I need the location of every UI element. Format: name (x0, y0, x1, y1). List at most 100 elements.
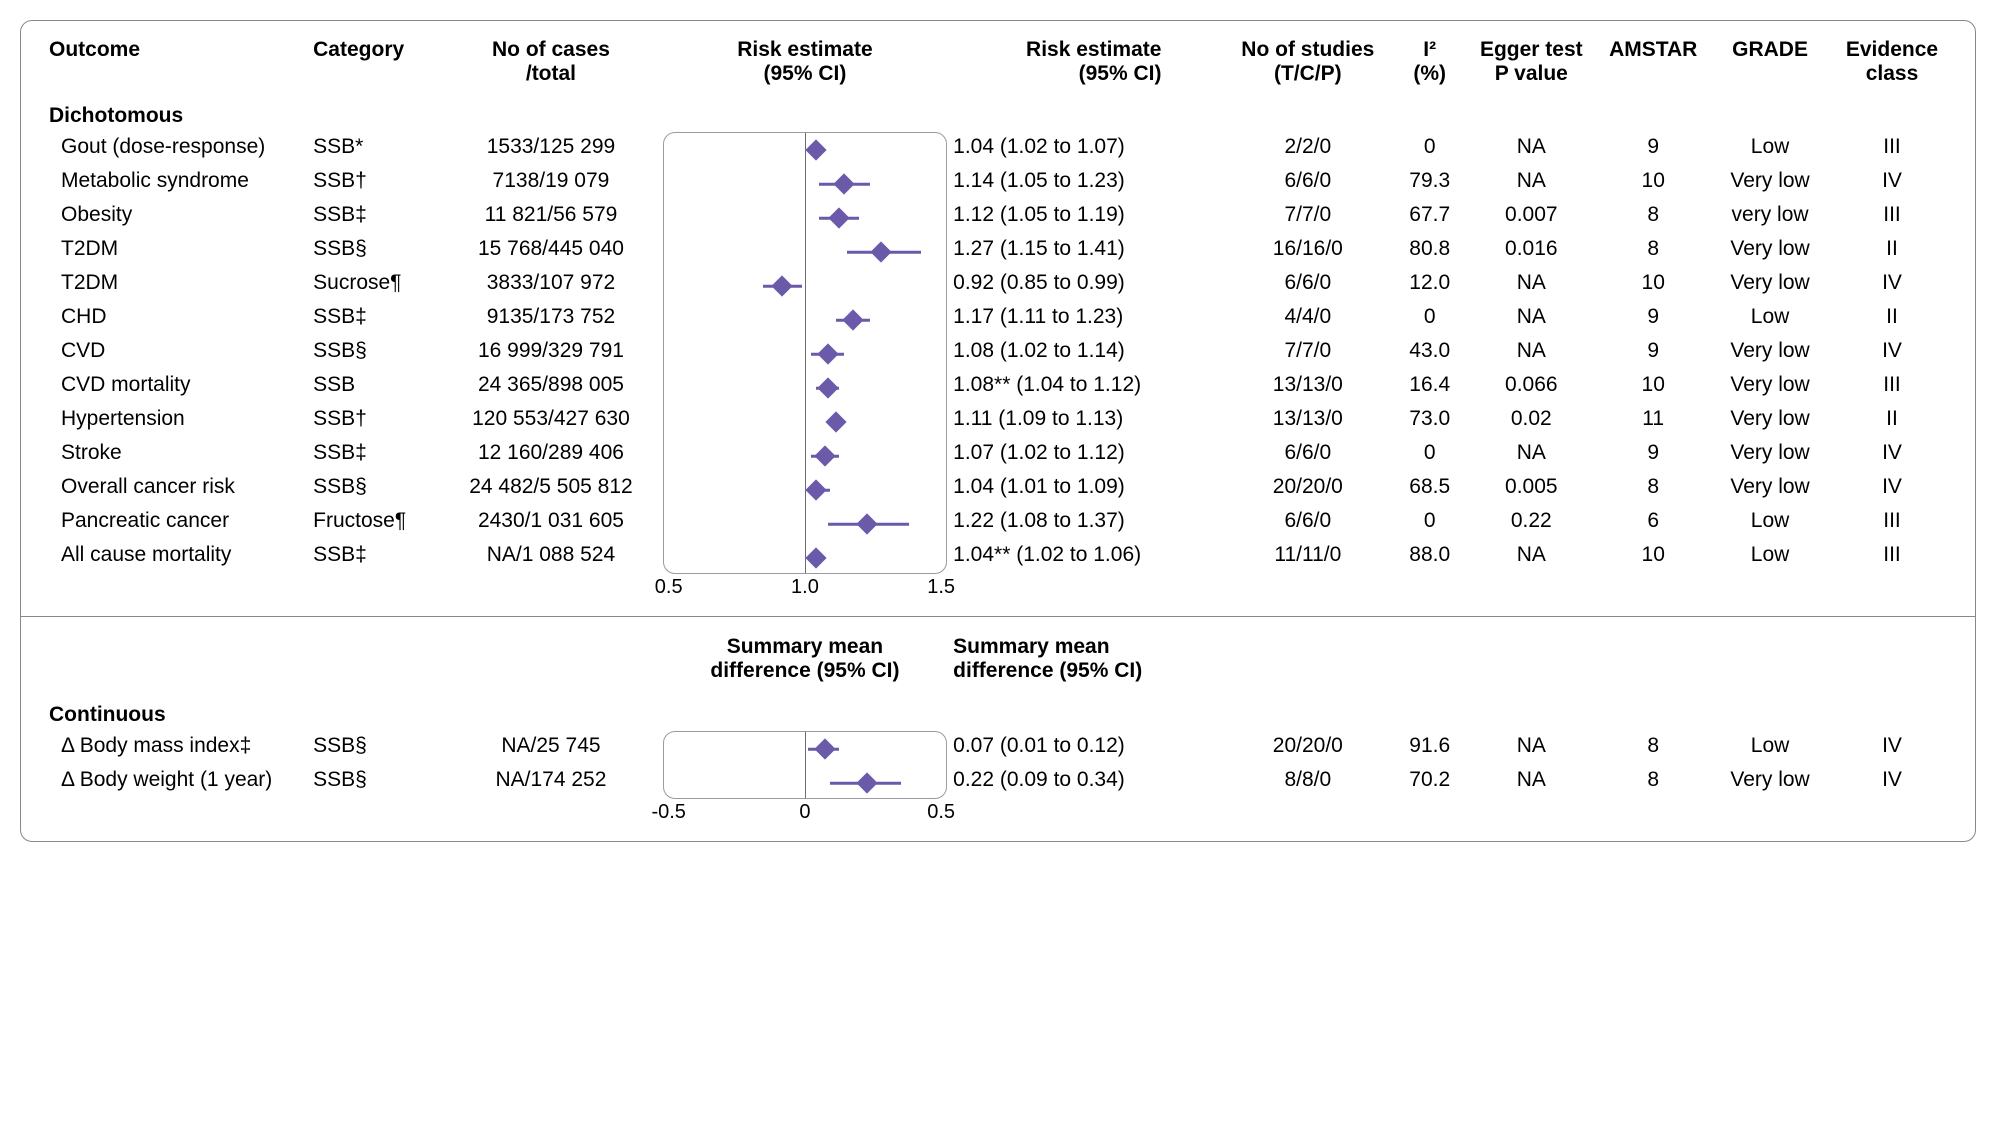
cell-studies: 13/13/0 (1221, 404, 1394, 438)
cell-cases: 3833/107 972 (439, 268, 663, 302)
table-row: ObesitySSB‡11 821/56 5791.12 (1.05 to 1.… (43, 200, 1953, 234)
cell-outcome: Obesity (43, 200, 307, 234)
forest-row (664, 541, 946, 575)
cell-evclass: IV (1831, 472, 1953, 506)
cell-category: SSB§ (307, 765, 439, 799)
subhdr-plot: Summary mean difference (95% CI) (663, 631, 947, 693)
point-estimate-marker (814, 738, 835, 759)
table-row: Δ Body weight (1 year)SSB§NA/174 2520.22… (43, 765, 1953, 799)
cell-grade: Very low (1709, 234, 1831, 268)
axis-row: -0.500.5 (43, 799, 1953, 827)
cell-grade: Low (1709, 731, 1831, 765)
cell-evclass: IV (1831, 268, 1953, 302)
cell-outcome: Metabolic syndrome (43, 166, 307, 200)
cell-evclass: III (1831, 132, 1953, 166)
cell-amstar: 10 (1597, 540, 1709, 574)
cell-outcome: CVD (43, 336, 307, 370)
cell-i2: 88.0 (1394, 540, 1465, 574)
cell-egger: NA (1465, 731, 1597, 765)
hdr-category: Category (307, 35, 439, 94)
cell-category: Fructose¶ (307, 506, 439, 540)
cell-risktext: 1.27 (1.15 to 1.41) (947, 234, 1221, 268)
hdr-egger: Egger test P value (1465, 35, 1597, 94)
cell-category: SSB‡ (307, 200, 439, 234)
cell-outcome: CVD mortality (43, 370, 307, 404)
cell-evclass: IV (1831, 731, 1953, 765)
hdr-studies: No of studies (T/C/P) (1221, 35, 1394, 94)
cell-i2: 68.5 (1394, 472, 1465, 506)
cell-cases: 120 553/427 630 (439, 404, 663, 438)
point-estimate-marker (828, 207, 849, 228)
cell-cases: 7138/19 079 (439, 166, 663, 200)
cell-studies: 7/7/0 (1221, 200, 1394, 234)
cell-risktext: 1.08** (1.04 to 1.12) (947, 370, 1221, 404)
axis-labels-cell: 0.51.01.5 (663, 574, 947, 602)
cell-egger: 0.02 (1465, 404, 1597, 438)
cell-amstar: 10 (1597, 166, 1709, 200)
cell-outcome: Hypertension (43, 404, 307, 438)
continuous-body: ContinuousΔ Body mass index‡SSB§NA/25 74… (43, 693, 1953, 827)
cell-category: SSB† (307, 166, 439, 200)
cell-studies: 16/16/0 (1221, 234, 1394, 268)
point-estimate-marker (806, 139, 827, 160)
cell-egger: 0.005 (1465, 472, 1597, 506)
cell-amstar: 9 (1597, 438, 1709, 472)
hdr-outcome: Outcome (43, 35, 307, 94)
cell-evclass: III (1831, 370, 1953, 404)
table-row: Gout (dose-response)SSB*1533/125 2991.04… (43, 132, 1953, 166)
cell-studies: 20/20/0 (1221, 731, 1394, 765)
cell-cases: 2430/1 031 605 (439, 506, 663, 540)
cell-risktext: 1.12 (1.05 to 1.19) (947, 200, 1221, 234)
forest-row (664, 269, 946, 303)
cell-category: SSB† (307, 404, 439, 438)
table-row: Δ Body mass index‡SSB§NA/25 7450.07 (0.0… (43, 731, 1953, 765)
axis-tick-label: 1.0 (791, 576, 819, 599)
cell-grade: Very low (1709, 268, 1831, 302)
hdr-evclass: Evidence class (1831, 35, 1953, 94)
table-row: All cause mortalitySSB‡NA/1 088 5241.04*… (43, 540, 1953, 574)
cell-egger: NA (1465, 540, 1597, 574)
cell-amstar: 10 (1597, 370, 1709, 404)
cell-grade: Very low (1709, 370, 1831, 404)
cell-category: SSB‡ (307, 540, 439, 574)
point-estimate-marker (856, 772, 877, 793)
cell-evclass: III (1831, 506, 1953, 540)
axis-tick-label: 0.5 (927, 801, 955, 824)
point-estimate-marker (772, 275, 793, 296)
cell-amstar: 8 (1597, 472, 1709, 506)
cell-egger: 0.066 (1465, 370, 1597, 404)
cell-category: SSB* (307, 132, 439, 166)
cell-studies: 6/6/0 (1221, 166, 1394, 200)
cell-outcome: All cause mortality (43, 540, 307, 574)
point-estimate-marker (814, 445, 835, 466)
cell-amstar: 8 (1597, 731, 1709, 765)
cell-cases: 12 160/289 406 (439, 438, 663, 472)
cell-i2: 91.6 (1394, 731, 1465, 765)
cell-egger: NA (1465, 302, 1597, 336)
point-estimate-marker (817, 377, 838, 398)
cell-i2: 16.4 (1394, 370, 1465, 404)
forest-row (664, 167, 946, 201)
hdr-plot: Risk estimate (95% CI) (663, 35, 947, 94)
cell-amstar: 10 (1597, 268, 1709, 302)
cell-evclass: II (1831, 234, 1953, 268)
cell-evclass: IV (1831, 765, 1953, 799)
axis-row: 0.51.01.5 (43, 574, 1953, 602)
cell-egger: NA (1465, 336, 1597, 370)
cell-evclass: II (1831, 404, 1953, 438)
cell-studies: 13/13/0 (1221, 370, 1394, 404)
axis-labels-cell: -0.500.5 (663, 799, 947, 827)
cell-amstar: 8 (1597, 765, 1709, 799)
cell-outcome: Δ Body weight (1 year) (43, 765, 307, 799)
table-row: Overall cancer riskSSB§24 482/5 505 8121… (43, 472, 1953, 506)
cell-amstar: 9 (1597, 336, 1709, 370)
cell-studies: 11/11/0 (1221, 540, 1394, 574)
cell-outcome: Δ Body mass index‡ (43, 731, 307, 765)
cell-cases: NA/25 745 (439, 731, 663, 765)
cell-category: SSB§ (307, 731, 439, 765)
cell-evclass: III (1831, 200, 1953, 234)
cell-i2: 43.0 (1394, 336, 1465, 370)
table-row: CVD mortalitySSB24 365/898 0051.08** (1.… (43, 370, 1953, 404)
cell-i2: 67.7 (1394, 200, 1465, 234)
forest-plot-panel (663, 132, 947, 574)
